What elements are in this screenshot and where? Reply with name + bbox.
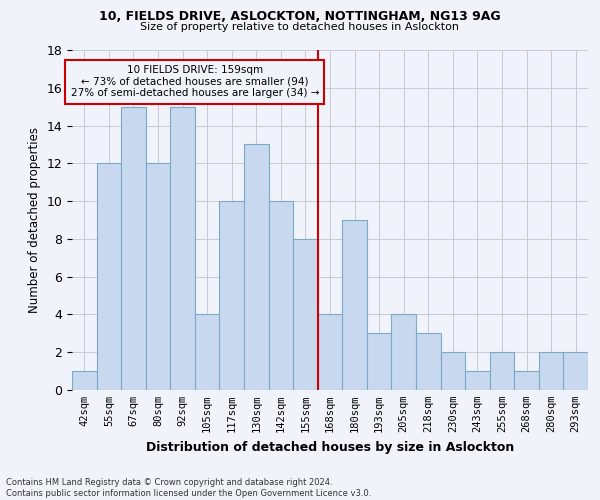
Text: Size of property relative to detached houses in Aslockton: Size of property relative to detached ho… [140, 22, 460, 32]
Bar [490, 352, 514, 390]
Bar [342, 220, 367, 390]
Text: 10, FIELDS DRIVE, ASLOCKTON, NOTTINGHAM, NG13 9AG: 10, FIELDS DRIVE, ASLOCKTON, NOTTINGHAM,… [99, 10, 501, 23]
Bar [244, 144, 269, 390]
Bar [539, 352, 563, 390]
Y-axis label: Number of detached properties: Number of detached properties [28, 127, 41, 313]
Bar [269, 201, 293, 390]
Bar [72, 371, 97, 390]
Bar [97, 164, 121, 390]
Bar [391, 314, 416, 390]
Bar [121, 106, 146, 390]
X-axis label: Distribution of detached houses by size in Aslockton: Distribution of detached houses by size … [146, 440, 514, 454]
Bar [514, 371, 539, 390]
Bar [416, 334, 440, 390]
Text: 10 FIELDS DRIVE: 159sqm
← 73% of detached houses are smaller (94)
27% of semi-de: 10 FIELDS DRIVE: 159sqm ← 73% of detache… [71, 65, 319, 98]
Bar [170, 106, 195, 390]
Bar [146, 164, 170, 390]
Bar [440, 352, 465, 390]
Bar [220, 201, 244, 390]
Bar [563, 352, 588, 390]
Bar [318, 314, 342, 390]
Bar [367, 334, 391, 390]
Bar [465, 371, 490, 390]
Bar [195, 314, 220, 390]
Text: Contains HM Land Registry data © Crown copyright and database right 2024.
Contai: Contains HM Land Registry data © Crown c… [6, 478, 371, 498]
Bar [293, 239, 318, 390]
